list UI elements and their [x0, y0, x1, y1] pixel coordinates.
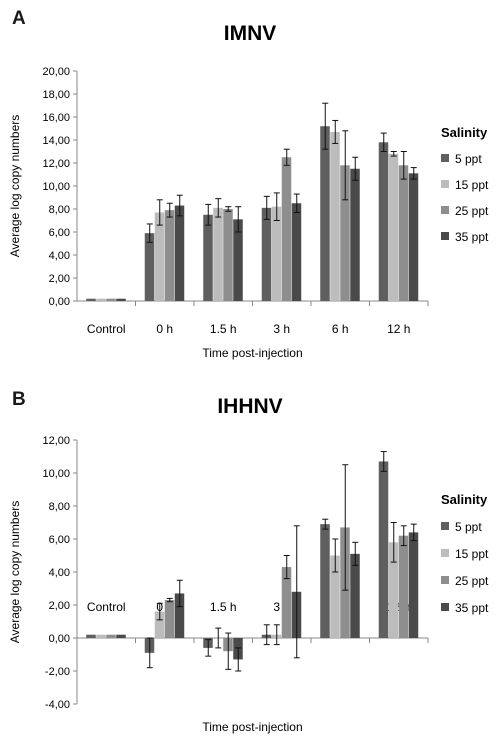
chart-panel-b: B IHHNV -4,00 -2,00 0,00 2,00 4,00 6,00 8,00 10,…	[0, 375, 500, 749]
c0-chart-title: IMNV	[224, 22, 277, 45]
c0-bar	[271, 206, 282, 301]
c1-y-tick-label: 0,00	[49, 633, 70, 645]
c1-chart-title: IHHNV	[217, 395, 282, 418]
c0-bar	[164, 210, 175, 301]
c1-bar	[86, 634, 96, 638]
c1-bar	[281, 567, 292, 638]
c0-legend-swatch	[441, 180, 449, 188]
c1-bar	[320, 524, 330, 638]
c1-bar	[106, 634, 116, 638]
c0-y-tick-label: 4,00	[49, 250, 70, 262]
c0-x-tick-label: Control	[87, 322, 126, 336]
c1-legend-label: 25 ppt	[455, 574, 489, 588]
c0-legend-title: Salinity	[441, 125, 488, 140]
c0-legend-label: 15 ppt	[455, 178, 489, 192]
c0-y-tick-label: 16,00	[42, 112, 70, 124]
c0-bar	[378, 142, 389, 301]
c0-y-tick-label: 2,00	[49, 273, 70, 285]
c0-legend-label: 5 ppt	[455, 152, 482, 166]
c1-legend-label: 35 ppt	[455, 601, 489, 615]
chart-imnv: IMNV 0,00 2,00 4,00 6,00 8,00 10,00 12,00 14,00 1…	[8, 22, 489, 360]
c0-bar	[203, 214, 213, 301]
c0-legend-swatch	[441, 206, 449, 214]
c1-x-tick-label: Control	[87, 600, 126, 614]
c0-bar	[144, 233, 155, 301]
c1-y-axis-label: Average log copy numbers	[8, 501, 22, 644]
c0-bar	[116, 298, 126, 301]
c1-x-tick-label: 1.5 h	[210, 600, 237, 614]
c1-legend-swatch	[441, 576, 449, 584]
c0-bar	[106, 298, 116, 301]
c0-bar	[96, 298, 106, 301]
c1-y-tick-label: 6,00	[49, 534, 70, 546]
c1-bar	[164, 600, 175, 638]
c1-y-tick-label: -4,00	[45, 699, 70, 711]
panel-label-a: A	[12, 8, 26, 29]
c0-bar	[261, 207, 272, 301]
chart-panel-a: A IMNV 0,00 2,00 4,00 6,00 8,00 10,00 12,00 14,0…	[0, 0, 500, 375]
c1-y-tick-label: 4,00	[49, 567, 70, 579]
c0-bar	[350, 168, 360, 301]
c1-y-tick-label: 10,00	[42, 468, 70, 480]
c1-legend-swatch	[441, 522, 449, 530]
c0-bar	[340, 165, 350, 301]
c0-y-tick-label: 10,00	[42, 181, 70, 193]
c0-legend-label: 35 ppt	[455, 230, 489, 244]
c0-y-tick-label: 8,00	[49, 204, 70, 216]
c1-x-axis-label: Time post-injection	[202, 720, 302, 734]
c0-y-tick-label: 6,00	[49, 227, 70, 239]
c0-bar	[213, 207, 223, 301]
c0-y-tick-label: 12,00	[42, 158, 70, 170]
c0-bar	[398, 165, 409, 301]
c1-legend-label: 15 ppt	[455, 547, 489, 561]
c0-y-tick-label: 18,00	[42, 89, 70, 101]
c0-bar	[388, 153, 399, 301]
c0-bar	[174, 205, 185, 301]
c1-y-tick-label: 8,00	[49, 501, 70, 513]
c0-y-tick-label: 20,00	[42, 66, 70, 78]
c1-bar	[350, 553, 360, 638]
chart-ihhnv: IHHNV -4,00 -2,00 0,00 2,00 4,00 6,00 8,00 10,00…	[8, 395, 489, 734]
c1-bar	[96, 634, 106, 638]
c1-bar	[408, 532, 419, 638]
c0-y-axis-label: Average log copy numbers	[8, 115, 22, 258]
c0-legend-swatch	[441, 154, 449, 162]
c1-bar	[116, 634, 126, 638]
c0-x-tick-label: 1.5 h	[210, 322, 237, 336]
c0-legend-label: 25 ppt	[455, 204, 489, 218]
c1-legend-swatch	[441, 603, 449, 611]
c0-bar	[291, 203, 302, 301]
c0-legend-swatch	[441, 232, 449, 240]
c0-bar	[233, 219, 243, 301]
c1-legend-label: 5 ppt	[455, 520, 482, 534]
c0-bar	[223, 209, 233, 301]
c0-x-axis-label: Time post-injection	[202, 346, 302, 360]
c1-legend-title: Salinity	[441, 492, 488, 507]
c0-bar	[330, 131, 340, 301]
c1-y-tick-label: 12,00	[42, 435, 70, 447]
c1-y-tick-label: 2,00	[49, 600, 70, 612]
c0-bar	[408, 173, 419, 301]
c1-bar	[398, 535, 409, 638]
c0-bar	[320, 126, 330, 301]
c0-y-tick-label: 14,00	[42, 135, 70, 147]
c1-bar	[378, 461, 389, 638]
c1-bar	[154, 611, 165, 638]
c0-y-tick-label: 0,00	[49, 296, 70, 308]
c0-bar	[86, 298, 96, 301]
c0-x-tick-label: 3 h	[273, 322, 290, 336]
c1-bar	[388, 542, 399, 638]
panel-label-b: B	[12, 389, 26, 410]
c0-bar	[154, 212, 165, 301]
c0-x-tick-label: 0 h	[156, 322, 173, 336]
c0-x-tick-label: 6 h	[332, 322, 349, 336]
c1-legend-swatch	[441, 549, 449, 557]
c1-bar	[174, 593, 185, 638]
c1-y-tick-label: -2,00	[45, 666, 70, 678]
c1-bar	[330, 555, 340, 638]
c0-bar	[281, 157, 292, 301]
c0-x-tick-label: 12 h	[387, 322, 410, 336]
